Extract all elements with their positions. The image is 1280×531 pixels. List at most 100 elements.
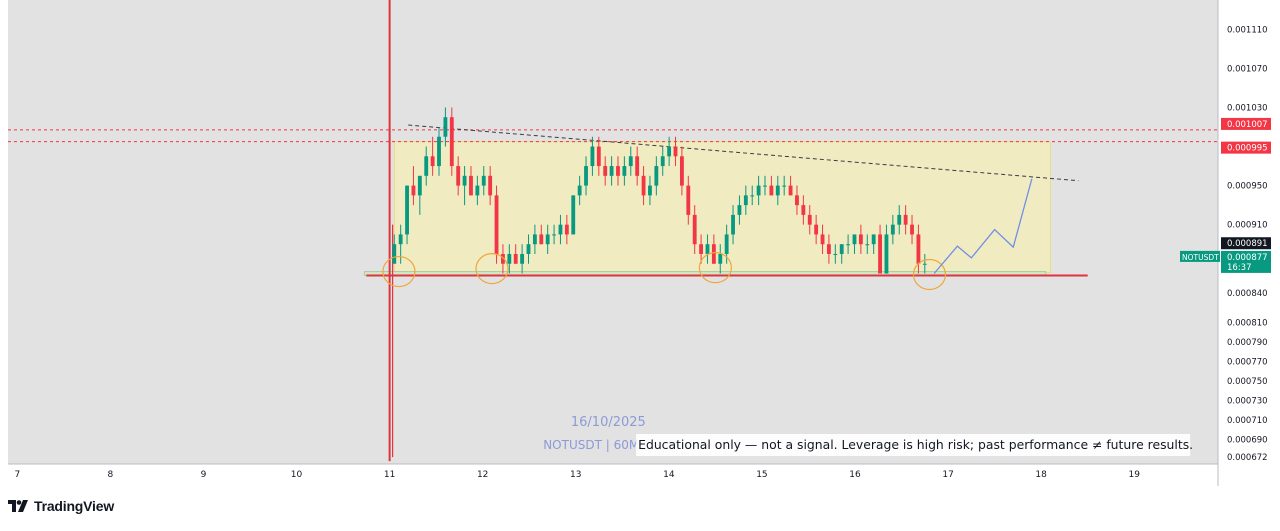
candle-body (775, 185, 780, 196)
candle-body (507, 253, 512, 264)
candle-body (513, 253, 518, 264)
y-tick-label: 0.000770 (1227, 357, 1268, 367)
candle-body (686, 185, 691, 215)
candle-body (424, 156, 429, 176)
candle-body (596, 146, 601, 167)
candle-body (750, 195, 755, 197)
symbol-tag-bg (1180, 250, 1220, 262)
y-tick-label: 0.000810 (1227, 318, 1268, 328)
candle-body (724, 234, 729, 254)
price-label-bg-2 (1221, 237, 1271, 250)
candle-body (711, 244, 716, 264)
candle-body (494, 195, 499, 254)
candle-body (743, 195, 748, 206)
support-test-circle-2 (698, 252, 732, 284)
candle-body (814, 224, 819, 235)
y-tick-label: 0.001070 (1227, 64, 1268, 74)
descending-trendline (408, 124, 1079, 182)
candle-body (622, 166, 627, 176)
candle-body (807, 214, 812, 225)
price-label-bg-0 (1221, 117, 1271, 130)
candle-body (648, 185, 652, 196)
support-test-circle-0 (382, 255, 416, 288)
watermark-date: 16/10/2025 (571, 415, 646, 430)
candle-body (609, 166, 614, 176)
candle-body (641, 175, 646, 196)
candle-body (922, 263, 927, 265)
candle-body (692, 214, 697, 245)
time-axis-panel (8, 464, 1218, 486)
x-tick-label: 13 (570, 470, 581, 480)
disclaimer-bg (636, 434, 1191, 456)
candle-body (871, 234, 876, 245)
candle-body (673, 146, 678, 157)
support-test-circle-3 (912, 258, 947, 291)
candle-body (903, 214, 908, 225)
candle-body (763, 185, 767, 187)
y-tick-label: 0.000950 (1227, 182, 1268, 192)
candle-body (654, 166, 659, 186)
countdown-label: 16:37 (1227, 263, 1252, 273)
price-label-bg-1 (1221, 141, 1271, 154)
candle-body (833, 253, 838, 255)
candle-body (456, 166, 461, 186)
candle-body (705, 244, 710, 254)
candle-body (801, 205, 806, 215)
x-tick-label: 10 (291, 470, 303, 480)
candle-body (520, 253, 525, 264)
candle-body (890, 224, 895, 235)
symbol-tag: NOTUSDT (1182, 253, 1219, 262)
projected-price-path (933, 178, 1033, 274)
tradingview-logo-icon (8, 500, 28, 512)
candle-body (475, 185, 480, 196)
candle-body (417, 175, 422, 196)
candle-body (878, 234, 882, 274)
watermark-symbol: NOTUSDT | 60M (543, 438, 639, 452)
candle-body (532, 234, 537, 245)
candle-body (916, 234, 921, 264)
candle-body (545, 234, 550, 245)
candle-body (820, 234, 825, 245)
candle-body (628, 156, 633, 167)
y-tick-label: 0.000750 (1227, 377, 1268, 387)
y-tick-label: 0.001110 (1227, 25, 1268, 35)
candle-body (437, 136, 441, 167)
candle-body (584, 166, 588, 186)
candle-body (462, 175, 467, 186)
brand-name: TradingView (34, 498, 115, 514)
candle-body (603, 166, 608, 176)
candle-body (769, 185, 774, 196)
x-tick-label: 12 (477, 470, 488, 480)
candle-body (430, 156, 435, 167)
x-tick-label: 18 (1035, 470, 1047, 480)
y-tick-label: 0.001030 (1227, 103, 1268, 113)
candle-body (910, 224, 914, 235)
candle-body (552, 234, 556, 236)
candle-body (398, 234, 403, 245)
y-tick-label: 0.000790 (1227, 338, 1268, 348)
candle-body (405, 185, 409, 235)
candle-body (558, 224, 563, 235)
candle-body (392, 244, 397, 264)
price-label-1: 0.000995 (1227, 144, 1268, 154)
candle-body (616, 166, 620, 176)
current-price-label: 0.000877 (1227, 253, 1268, 263)
candle-body (660, 156, 665, 167)
candle-body (679, 156, 684, 186)
x-tick-label: 8 (108, 470, 114, 480)
candle-body (884, 234, 889, 274)
x-tick-label: 16 (849, 470, 861, 480)
candle-body (846, 244, 851, 246)
candle-body (469, 175, 473, 196)
candle-body (571, 195, 576, 235)
candle-body (488, 175, 493, 196)
candle-body (667, 146, 672, 157)
candle-body (501, 253, 505, 264)
price-label-0: 0.001007 (1227, 120, 1268, 130)
x-tick-label: 15 (756, 470, 767, 480)
x-tick-label: 19 (1129, 470, 1141, 480)
candle-body (788, 185, 793, 196)
support-test-circle-1 (475, 253, 509, 285)
